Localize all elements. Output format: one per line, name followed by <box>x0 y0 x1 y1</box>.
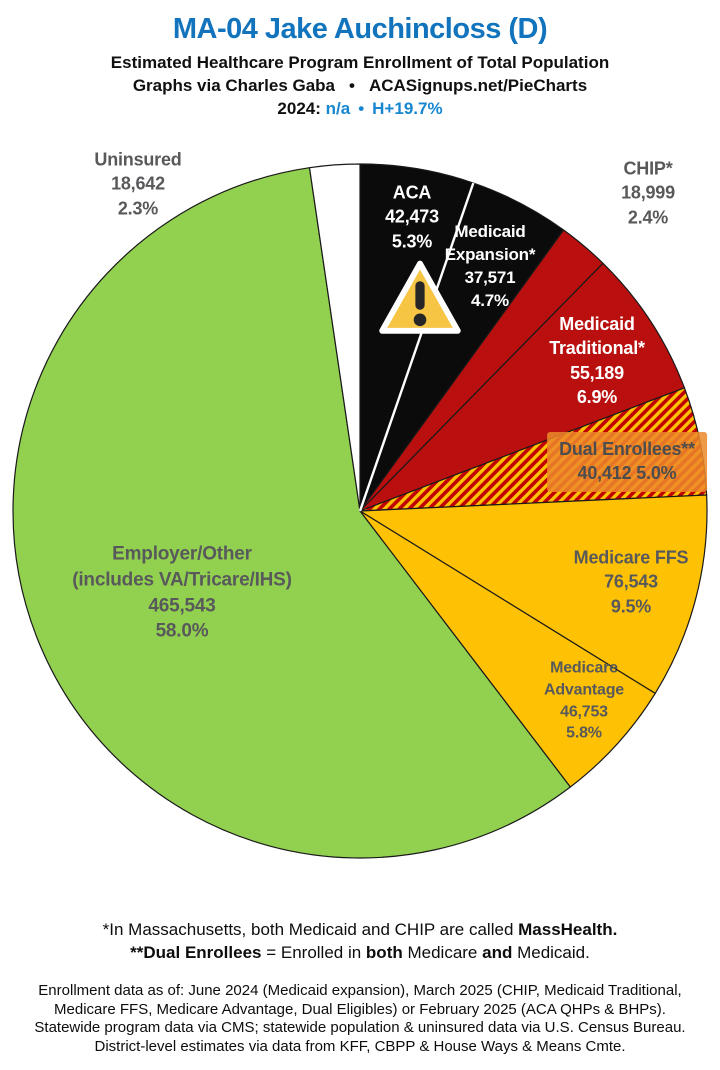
bullet-separator: • <box>358 99 365 118</box>
pie-slice-uninsured <box>308 163 361 512</box>
label-medicaid-expansion: Medicaid Expansion* 37,571 4.7% <box>444 221 536 311</box>
header: MA-04 Jake Auchincloss (D) Estimated Hea… <box>0 0 720 119</box>
label-uninsured: Uninsured 18,642 2.3% <box>94 149 182 219</box>
footnote-dual: **Dual Enrollees = Enrolled in both Medi… <box>130 943 590 962</box>
credit-text: Graphs via Charles Gaba <box>132 76 336 95</box>
pie-slice-medicaid-traditional <box>359 262 686 512</box>
white-divider-line <box>358 182 475 512</box>
footnotes: *In Massachusetts, both Medicaid and CHI… <box>0 918 720 964</box>
label-medicare-ffs: Medicare FFS 76,543 9.5% <box>573 547 689 617</box>
pie-slice-employer-other <box>12 167 571 859</box>
source-note: Enrollment data as of: June 2024 (Medica… <box>34 982 686 1055</box>
pie-slice-medicare-advantage <box>359 510 656 788</box>
year-value: n/a <box>325 99 351 118</box>
label-medicare-advantage: Medicare Advantage 46,753 5.8% <box>544 659 624 742</box>
partisan-lean: H+19.7% <box>372 99 443 118</box>
subtitle: Estimated Healthcare Program Enrollment … <box>110 53 610 72</box>
label-employer-other: Employer/Other (includes VA/Tricare/IHS)… <box>72 543 292 642</box>
warning-icon <box>379 260 461 334</box>
label-medicaid-traditional: Medicaid Traditional* 55,189 6.9% <box>549 314 645 408</box>
year-label: 2024: <box>277 99 321 118</box>
page-title: MA-04 Jake Auchincloss (D) <box>172 13 548 45</box>
label-dual-enrollees: Dual Enrollees** 40,412 5.0% <box>547 432 707 492</box>
label-chip: CHIP* 18,999 2.4% <box>621 158 675 228</box>
year-lean-line: 2024: n/a • H+19.7% <box>0 99 720 119</box>
bullet-separator: • <box>349 76 355 95</box>
credit-line: Graphs via Charles Gaba • ACASignups.net/P… <box>0 76 720 96</box>
footnote-masshealth: *In Massachusetts, both Medicaid and CHI… <box>102 920 618 939</box>
site-text: ACASignups.net/PieCharts <box>368 76 588 95</box>
label-aca: ACA 42,473 5.3% <box>385 182 439 252</box>
pie-slice-medicare-ffs <box>359 494 708 694</box>
